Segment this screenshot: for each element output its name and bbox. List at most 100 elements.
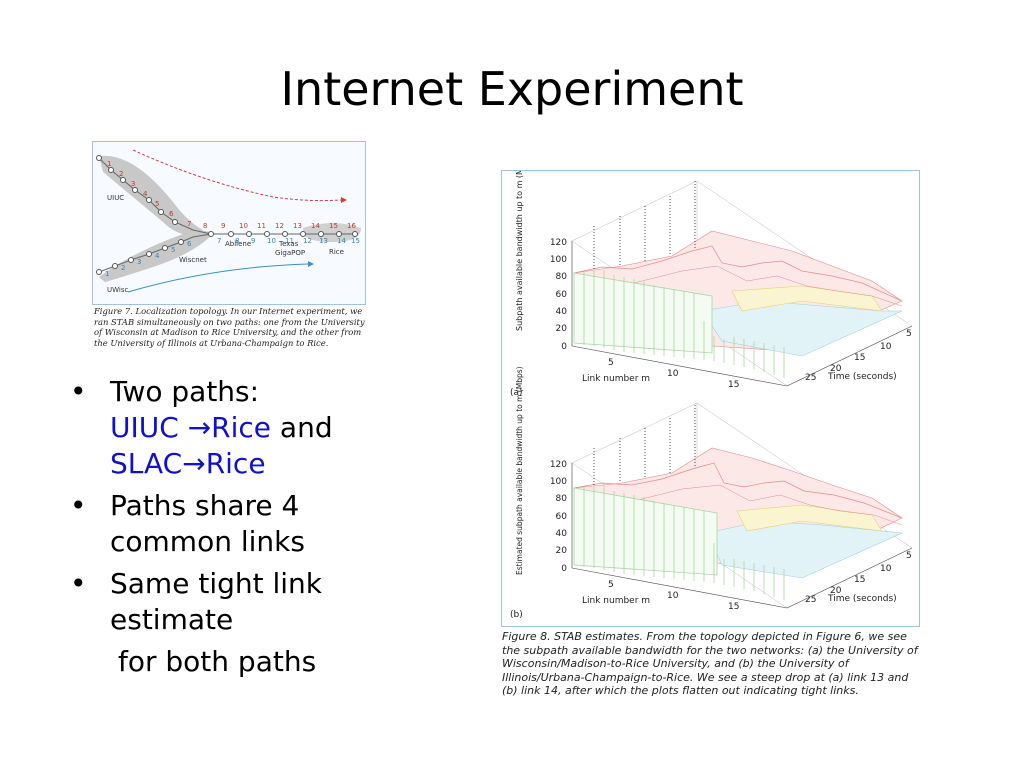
panel-b-tag: (b) [510, 610, 523, 620]
svg-text:1: 1 [107, 160, 111, 168]
svg-text:100: 100 [550, 477, 567, 487]
svg-text:3: 3 [131, 180, 135, 188]
rice-region [303, 223, 361, 242]
svg-text:11: 11 [285, 237, 294, 245]
svg-text:4: 4 [143, 190, 148, 198]
svg-text:5: 5 [608, 358, 614, 368]
topology-figure: 1 2 3 4 5 6 7 8 9 10 11 12 13 14 15 16 1… [92, 141, 366, 305]
top-arrow-head [341, 197, 347, 203]
slide-title: Internet Experiment [280, 62, 744, 116]
svg-text:5: 5 [906, 329, 912, 339]
label-abilene: Abilene [225, 240, 251, 248]
panel-a-spikes [593, 181, 696, 271]
panel-b-spikes [593, 405, 696, 486]
figure8-caption: Figure 8. STAB estimates. From the topol… [502, 630, 918, 698]
svg-text:80: 80 [556, 272, 568, 282]
svg-text:5: 5 [171, 246, 175, 254]
svg-text:10: 10 [667, 591, 679, 601]
label-gigapop: GigaPOP [275, 249, 305, 257]
bottom-link-numbers: 1 2 3 4 5 6 7 8 9 10 11 12 13 14 15 [105, 237, 360, 278]
panel-a-tag: (a) [510, 388, 523, 398]
svg-text:8: 8 [203, 222, 207, 230]
svg-text:15: 15 [329, 222, 338, 230]
label-uiuc: UIUC [107, 194, 124, 202]
panel-b: 0 20 40 60 80 100 120 Estimated subpath … [510, 366, 913, 620]
svg-text:6: 6 [187, 240, 192, 248]
svg-text:120: 120 [550, 460, 567, 470]
svg-text:14: 14 [311, 222, 320, 230]
label-texas: Texas [278, 240, 299, 248]
panel-a-ylabel: Subpath available bandwidth up to m (Mbp… [515, 171, 524, 331]
svg-text:20: 20 [556, 546, 568, 556]
panel-b-axes [571, 463, 913, 609]
bullet-tight-link-text: Same tight link estimate [110, 567, 323, 636]
panel-a-xlabel: Link number m [582, 374, 650, 384]
svg-text:8: 8 [235, 237, 239, 245]
topology-labels: UIUC UWisc Wiscnet Abilene Texas GigaPOP… [107, 194, 344, 294]
panel-a-axes [571, 241, 913, 387]
svg-text:4: 4 [155, 252, 160, 260]
svg-text:25: 25 [805, 373, 816, 383]
svg-text:5: 5 [608, 580, 614, 590]
svg-text:15: 15 [728, 602, 739, 612]
svg-text:1: 1 [105, 270, 109, 278]
bottom-arrow-head [308, 261, 314, 267]
panel-b-yticks: 0 20 40 60 80 100 120 [550, 460, 567, 574]
svg-text:12: 12 [303, 237, 312, 245]
panel-a-tlabel: Time (seconds) [827, 372, 897, 382]
svg-text:60: 60 [556, 512, 568, 522]
svg-text:20: 20 [830, 586, 842, 596]
svg-text:100: 100 [550, 255, 567, 265]
stab-surface-plots: 0 20 40 60 80 100 120 Subpath available … [510, 151, 913, 620]
svg-text:7: 7 [217, 237, 221, 245]
stab-estimates-figure: 0 20 40 60 80 100 120 Subpath available … [501, 151, 920, 627]
svg-text:15: 15 [351, 237, 360, 245]
panel-a: 0 20 40 60 80 100 120 Subpath available … [510, 151, 913, 398]
svg-text:80: 80 [556, 494, 568, 504]
panel-b-ylabel: Estimated subpath available bandwidth up… [515, 366, 524, 575]
svg-text:10: 10 [667, 369, 679, 379]
svg-text:14: 14 [337, 237, 346, 245]
svg-text:9: 9 [251, 237, 255, 245]
panel-a-yticks: 0 20 40 60 80 100 120 [550, 238, 567, 352]
svg-text:120: 120 [550, 238, 567, 248]
svg-text:7: 7 [187, 220, 191, 228]
uiuc-region [99, 155, 203, 235]
path-slac-rice: SLAC→Rice [110, 447, 266, 480]
route-nodes [96, 155, 358, 275]
svg-text:2: 2 [121, 264, 125, 272]
panel-b-xticks: 5 10 15 [608, 580, 739, 612]
path-uiuc-rice: UIUC →Rice [110, 411, 272, 444]
svg-text:20: 20 [556, 324, 568, 334]
bullet-dot: • [70, 489, 87, 522]
svg-text:11: 11 [257, 222, 266, 230]
svg-text:0: 0 [561, 564, 567, 574]
svg-text:13: 13 [319, 237, 328, 245]
svg-text:12: 12 [275, 222, 284, 230]
svg-text:20: 20 [830, 364, 842, 374]
panel-b-front-bars [573, 485, 785, 600]
bullet-shared-links-text: Paths share 4 common links [110, 489, 305, 558]
bullet-two-paths-text: Two paths: [110, 375, 260, 408]
svg-text:3: 3 [137, 258, 141, 266]
svg-text:6: 6 [169, 210, 174, 218]
svg-text:40: 40 [556, 529, 568, 539]
panel-a-front-bars [573, 270, 785, 378]
svg-text:15: 15 [854, 575, 865, 585]
svg-text:40: 40 [556, 307, 568, 317]
bullet-dot: • [70, 567, 87, 600]
bullet-tight-link: • Same tight link estimate [70, 566, 430, 638]
panel-a-xticks: 5 10 15 [608, 358, 739, 390]
bullet-shared-links: • Paths share 4 common links [70, 488, 430, 560]
panel-b-xlabel: Link number m [582, 596, 650, 606]
svg-text:10: 10 [267, 237, 276, 245]
svg-text:10: 10 [239, 222, 248, 230]
panel-b-tlabel: Time (seconds) [827, 594, 897, 604]
svg-text:15: 15 [854, 353, 865, 363]
bullet-tight-link-continuation: for both paths [118, 645, 317, 678]
svg-text:5: 5 [155, 200, 159, 208]
svg-text:2: 2 [119, 170, 123, 178]
svg-text:60: 60 [556, 290, 568, 300]
bullet-and: and [279, 411, 333, 444]
bullet-two-paths: • Two paths: UIUC →Rice and SLAC→Rice [70, 374, 430, 482]
